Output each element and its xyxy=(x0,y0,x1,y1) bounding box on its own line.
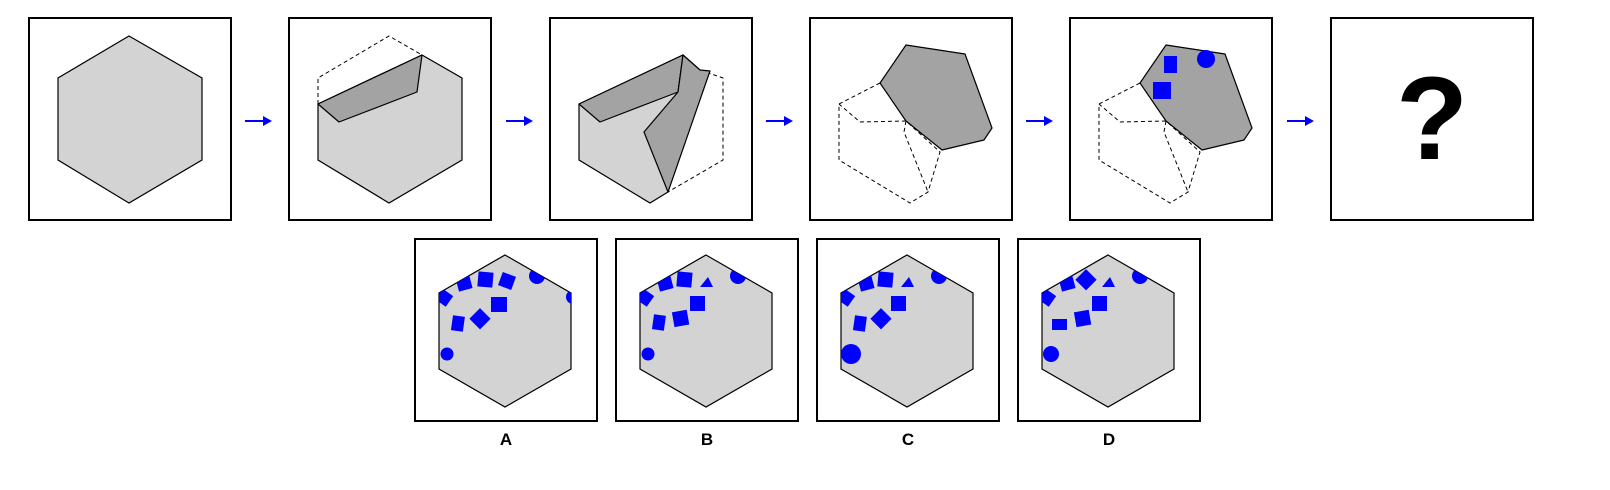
arrow-right-icon xyxy=(245,116,272,126)
step-5-figure xyxy=(1069,17,1273,221)
option-d[interactable]: D xyxy=(1017,238,1201,449)
option-c-figure xyxy=(816,238,1000,422)
option-label: D xyxy=(1102,430,1116,449)
paper-hexagon xyxy=(1041,254,1175,408)
square-hole xyxy=(1164,56,1177,73)
square-hole xyxy=(841,288,856,307)
step-6-panel: ? xyxy=(1330,17,1534,221)
step-1-figure xyxy=(28,17,232,221)
circle-hole xyxy=(1197,50,1215,68)
square-hole xyxy=(852,315,867,332)
square-hole xyxy=(877,271,894,288)
option-label: B xyxy=(700,430,714,449)
folded-flap xyxy=(879,44,993,151)
option-c[interactable]: C xyxy=(816,238,1000,449)
step-6-figure: ? xyxy=(1330,17,1534,221)
folded-flap-2 xyxy=(643,54,711,193)
step-5-panel xyxy=(1069,17,1273,221)
option-b-figure xyxy=(615,238,799,422)
square-hole xyxy=(640,288,655,307)
square-hole xyxy=(690,296,705,311)
arrow-right-icon xyxy=(1287,116,1314,126)
step-4-figure xyxy=(809,17,1013,221)
fold-outline xyxy=(667,69,724,193)
arrow-right-icon xyxy=(1026,116,1053,126)
square-hole xyxy=(1073,309,1092,328)
step-2-panel xyxy=(288,17,492,221)
fold-outline xyxy=(838,82,941,204)
fold-outline xyxy=(1098,82,1201,204)
step-4-panel xyxy=(809,17,1013,221)
arrow-right-icon xyxy=(506,116,533,126)
square-hole xyxy=(477,271,494,288)
option-b[interactable]: B xyxy=(615,238,799,449)
option-a-figure xyxy=(414,238,598,422)
square-hole xyxy=(676,271,693,288)
triangle-hole xyxy=(1102,277,1115,287)
option-label: C xyxy=(901,430,915,449)
square-hole xyxy=(671,309,690,328)
circle-hole xyxy=(841,344,861,364)
paper-hexagon xyxy=(840,254,974,408)
fold-outline-2 xyxy=(1163,120,1189,193)
step-3-figure xyxy=(549,17,753,221)
step-1-panel xyxy=(28,17,232,221)
panel-frame xyxy=(1330,17,1534,221)
arrow-right-icon xyxy=(766,116,793,126)
square-hole xyxy=(1092,296,1107,311)
option-d-figure xyxy=(1017,238,1201,422)
square-hole xyxy=(1153,82,1171,99)
square-hole xyxy=(870,308,892,330)
step-2-figure xyxy=(288,17,492,221)
circle-hole xyxy=(641,347,655,361)
option-a[interactable]: A xyxy=(414,238,598,449)
square-hole xyxy=(1052,319,1067,330)
step-3-panel xyxy=(549,17,753,221)
option-label: A xyxy=(499,430,513,449)
square-hole xyxy=(450,315,465,332)
folded-flap xyxy=(317,54,423,123)
square-hole xyxy=(1042,288,1057,307)
square-hole xyxy=(891,296,906,311)
paper-hexagon xyxy=(57,35,203,204)
square-hole xyxy=(439,288,454,307)
fold-outline-2 xyxy=(903,120,929,193)
circle-hole xyxy=(566,290,571,304)
circle-hole xyxy=(440,347,454,361)
square-hole xyxy=(491,297,507,312)
square-hole xyxy=(651,314,666,331)
paper-hexagon xyxy=(639,254,773,408)
question-mark: ? xyxy=(1396,53,1468,185)
triangle-hole xyxy=(700,277,713,287)
circle-hole xyxy=(1043,346,1059,362)
triangle-hole xyxy=(901,277,914,287)
square-hole xyxy=(498,272,516,290)
